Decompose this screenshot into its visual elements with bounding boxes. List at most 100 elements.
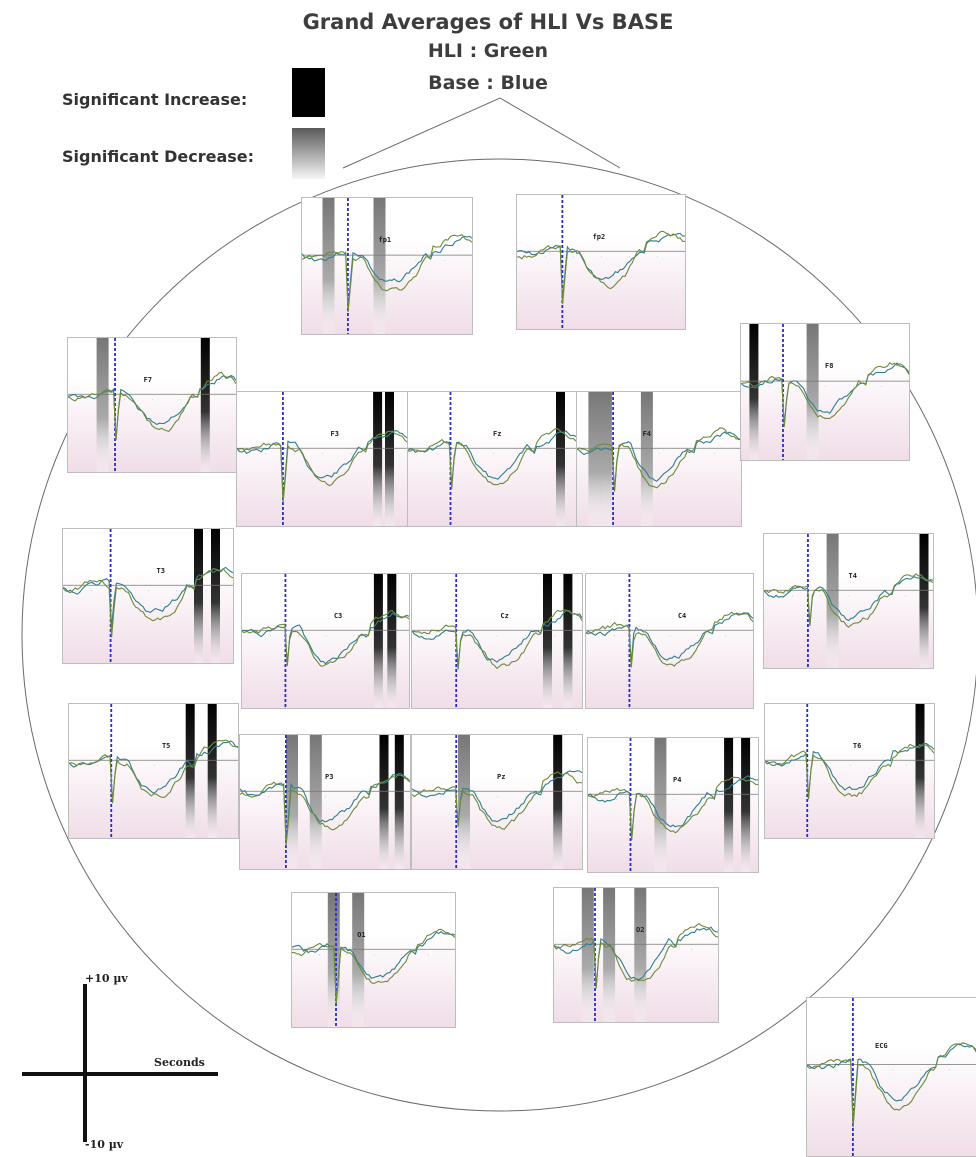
significant-decrease-bar <box>373 198 386 334</box>
tick-mark: · <box>497 633 498 638</box>
tick-mark: · <box>350 451 351 456</box>
tick-mark: · <box>521 451 522 456</box>
legend-decrease-swatch <box>292 128 325 179</box>
significant-increase-bar <box>373 574 383 708</box>
significant-increase-bar <box>385 392 394 526</box>
electrode-panel-p3: · · · · · P3 <box>239 734 411 870</box>
base-waveform <box>408 430 578 488</box>
tick-mark: · <box>497 794 498 799</box>
electrode-panel-t4: · · · · · T4 <box>763 533 934 669</box>
tick-mark: · <box>769 384 770 389</box>
panel-background <box>412 614 582 708</box>
significant-increase-bar <box>919 534 929 668</box>
tick-mark: · <box>793 763 794 768</box>
significant-increase-bar <box>207 704 217 838</box>
electrode-panel-t3: · · · · · T3 <box>62 528 234 664</box>
electrode-label: C4 <box>677 611 687 620</box>
tick-mark: · <box>97 763 98 768</box>
significant-increase-bar <box>915 704 925 838</box>
tick-mark: · <box>853 384 854 389</box>
base-waveform <box>412 610 582 670</box>
electrode-panel-c4: · · · · · C4 <box>585 573 754 709</box>
erp-plot-t4: · · · · · <box>764 534 933 668</box>
tick-mark: · <box>616 797 617 802</box>
tick-mark: · <box>905 593 906 598</box>
panel-background <box>807 1045 976 1156</box>
tick-mark: · <box>436 451 437 456</box>
significant-decrease-bar <box>603 888 616 1022</box>
tick-mark: · <box>697 633 698 638</box>
tick-mark: · <box>581 947 582 952</box>
scale-axes <box>22 984 218 1142</box>
tick-mark: · <box>636 947 637 952</box>
tick-mark: · <box>294 451 295 456</box>
significant-increase-bar <box>185 704 195 838</box>
electrode-panel-o2: · · · · · O2 <box>553 887 719 1023</box>
erp-plot-f4: · · · · · <box>577 392 741 526</box>
tick-mark: · <box>493 451 494 456</box>
tick-mark: · <box>550 451 551 456</box>
base-waveform <box>302 235 472 310</box>
legend-decrease-label: Significant Decrease: <box>62 147 255 166</box>
significant-decrease-bar <box>588 392 601 526</box>
significant-increase-bar <box>387 574 397 708</box>
tick-mark: · <box>629 254 630 259</box>
tick-mark: · <box>892 1067 893 1072</box>
hli-color-note: HLI : Green <box>427 40 549 62</box>
legend-increase-swatch <box>292 68 325 117</box>
electrode-label: P4 <box>673 775 682 784</box>
electrode-panel-f3: · · · · · F3 <box>236 391 408 527</box>
hli-waveform <box>554 923 718 988</box>
scale-y-top-label: +10 µv <box>85 972 128 985</box>
electrode-panel-fz: · · · · · Fz <box>407 391 579 527</box>
hli-waveform <box>412 771 582 830</box>
tick-mark: · <box>881 384 882 389</box>
tick-mark: · <box>725 633 726 638</box>
panel-background <box>408 432 578 526</box>
tick-mark: · <box>120 588 121 593</box>
tick-mark: · <box>205 588 206 593</box>
hli-waveform <box>807 1042 976 1128</box>
significant-increase-bar <box>200 338 210 472</box>
tick-mark: · <box>849 593 850 598</box>
electrode-label: fp1 <box>378 236 392 245</box>
electrode-label: T5 <box>161 741 171 750</box>
electrode-label: O2 <box>636 925 645 934</box>
hli-waveform <box>408 427 578 490</box>
tick-mark: · <box>210 763 211 768</box>
tick-mark: · <box>792 593 793 598</box>
erp-plot-cz: · · · · · <box>412 574 582 708</box>
significant-decrease-bar <box>327 893 340 1027</box>
tick-mark: · <box>920 1067 921 1072</box>
erp-plot-c4: · · · · · <box>586 574 753 708</box>
tick-mark: · <box>381 633 382 638</box>
electrode-panel-f4: · · · · · F4 <box>576 391 742 527</box>
scale-y-bottom-label: -10 µv <box>85 1138 124 1151</box>
electrode-label: ECG <box>875 1042 888 1051</box>
significant-increase-bar <box>194 529 203 663</box>
base-waveform <box>412 770 582 827</box>
tick-mark: · <box>714 451 715 456</box>
base-color-note: Base : Blue <box>428 72 548 94</box>
base-waveform <box>577 431 741 492</box>
hli-waveform <box>68 371 236 441</box>
base-waveform <box>68 374 236 441</box>
head-circle <box>21 158 976 1112</box>
tick-mark: · <box>825 384 826 389</box>
significant-decrease-bar <box>599 392 612 526</box>
tick-mark: · <box>297 794 298 799</box>
tick-mark: · <box>440 794 441 799</box>
significant-increase-bar <box>379 735 389 869</box>
significant-decrease-bar <box>581 888 594 1022</box>
hli-waveform <box>588 776 758 840</box>
electrode-panel-t5: · · · · · T5 <box>68 703 239 839</box>
electrode-label: F3 <box>330 429 339 438</box>
tick-mark: · <box>545 254 546 259</box>
panel-background <box>242 614 409 708</box>
tick-mark: · <box>645 797 646 802</box>
electrode-panel-o1: · · · · · O1 <box>291 892 456 1028</box>
tick-mark: · <box>614 633 615 638</box>
tick-mark: · <box>148 588 149 593</box>
erp-plot-ecg: · · · · · <box>807 998 976 1156</box>
tick-mark: · <box>208 397 209 402</box>
